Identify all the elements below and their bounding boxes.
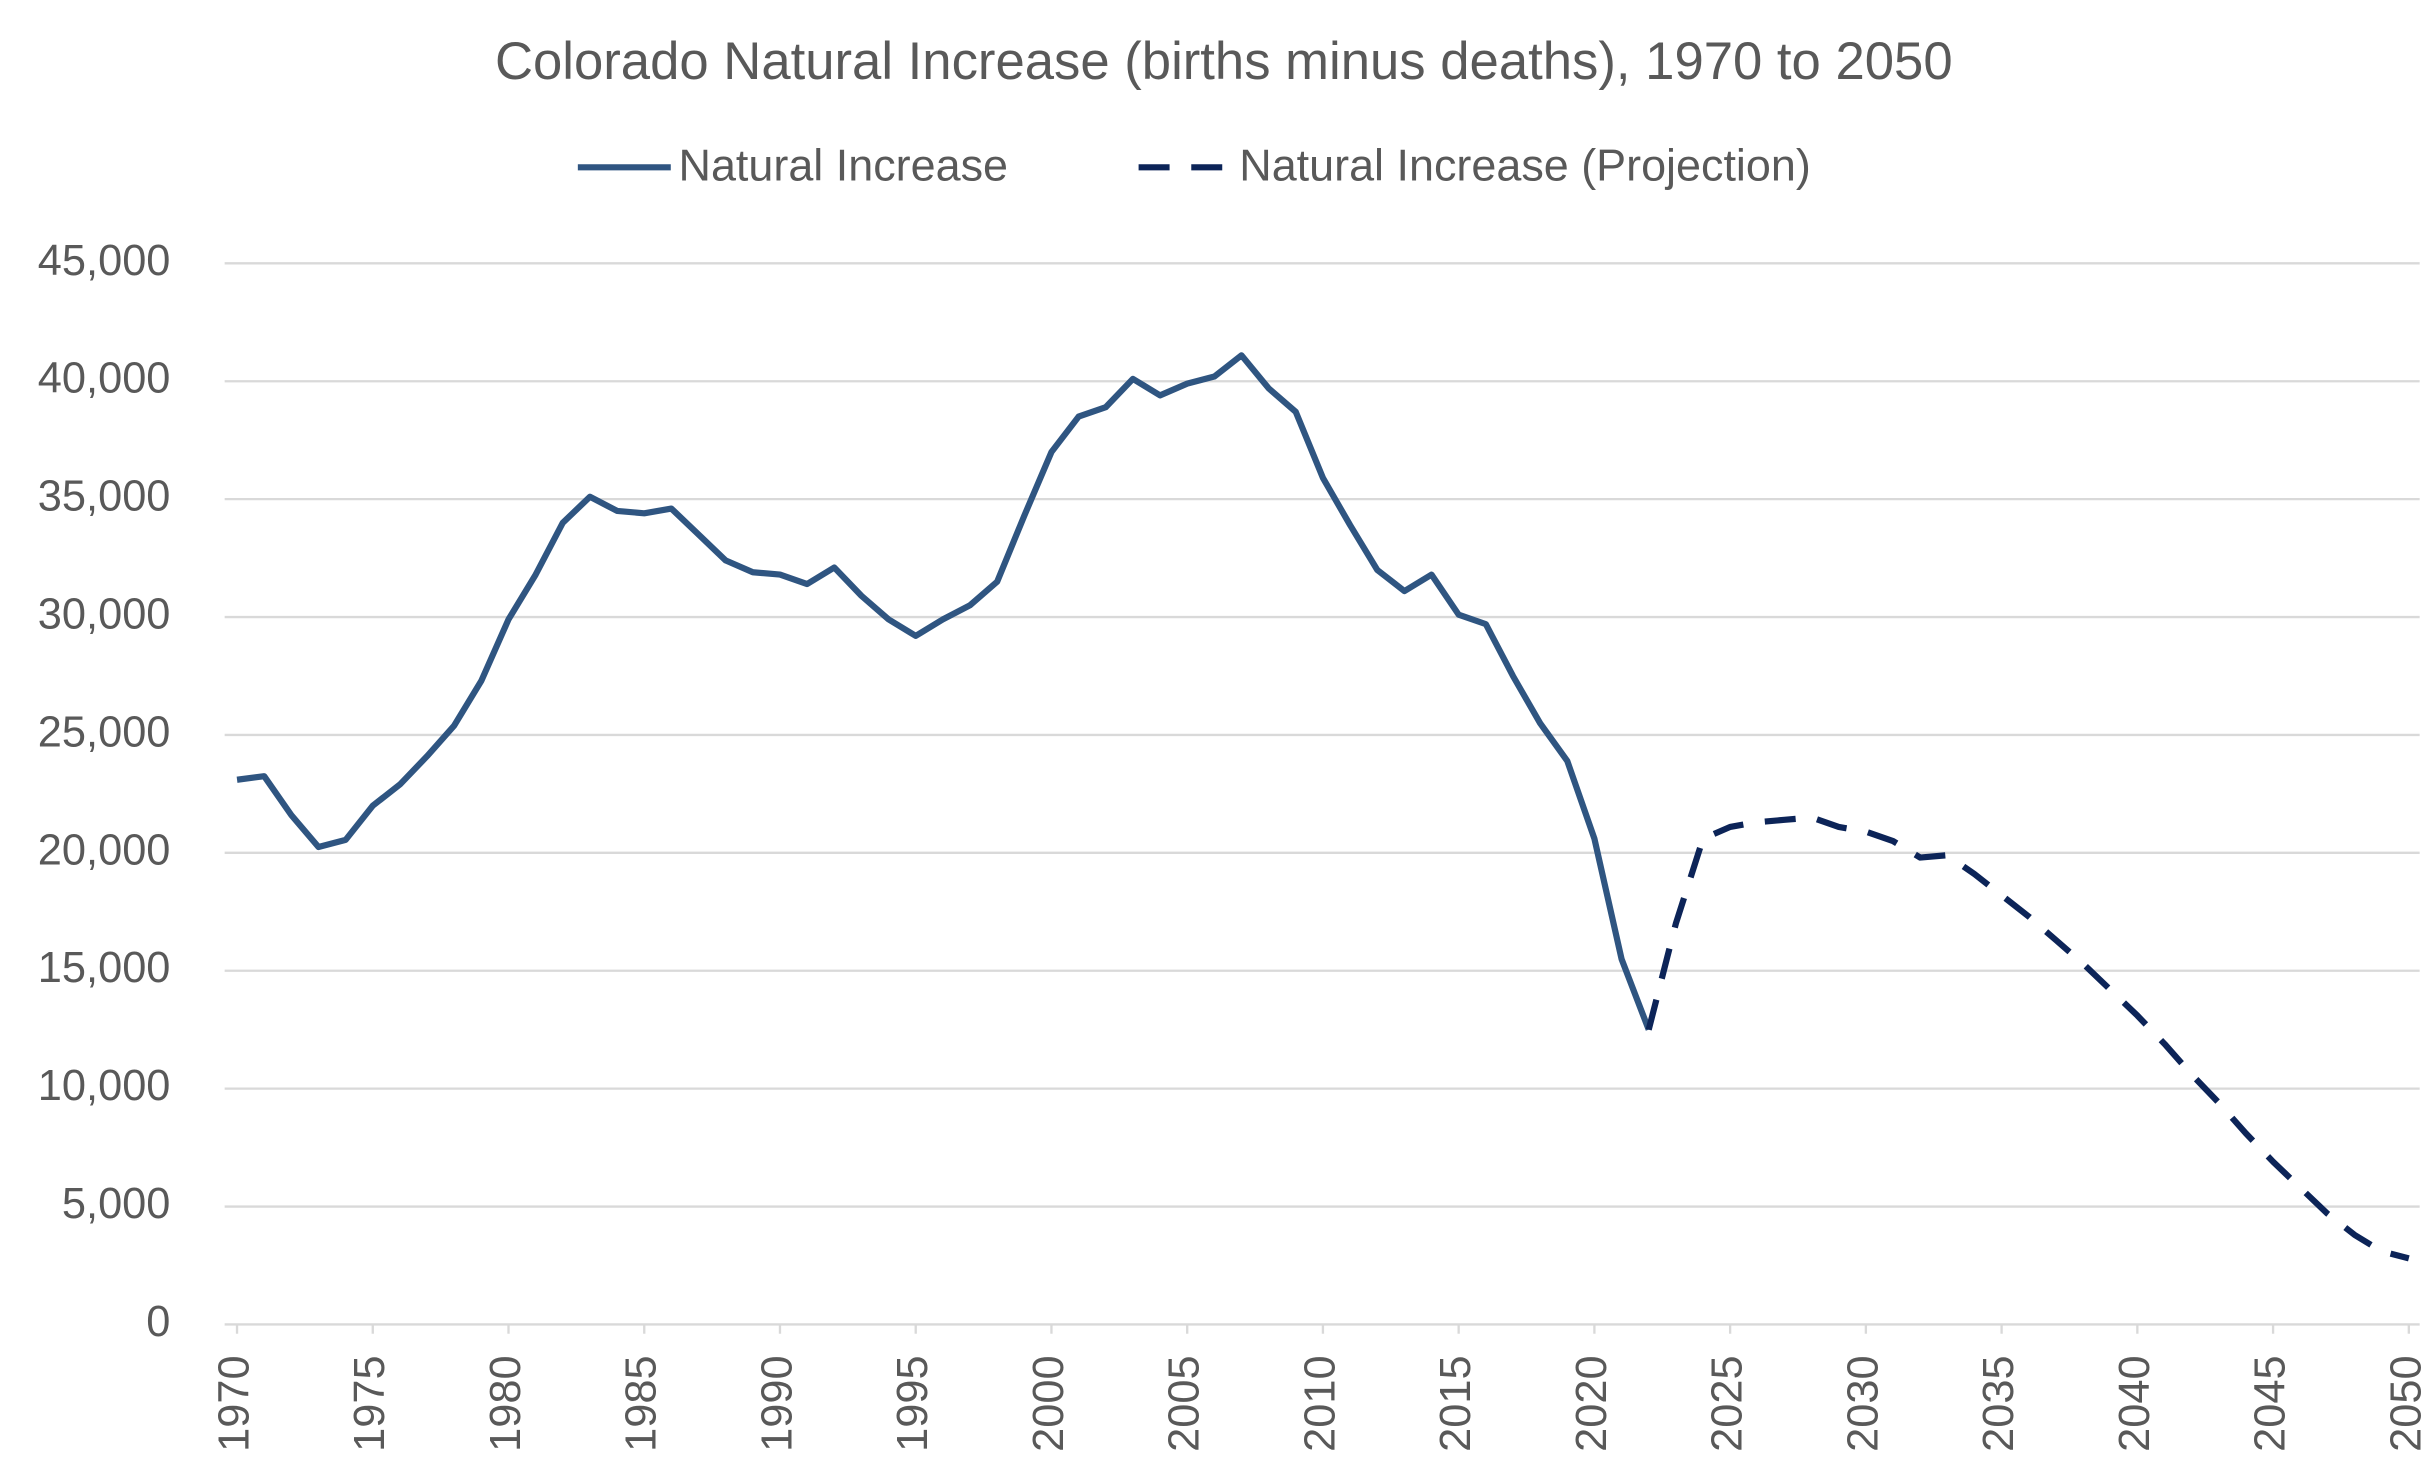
x-tick-label: 2025 [1704,1355,1752,1451]
x-tick-label: 1995 [889,1355,937,1451]
x-tick-label: 2000 [1025,1355,1073,1451]
chart-title: Colorado Natural Increase (births minus … [495,32,1953,91]
x-tick-label: 2040 [2111,1355,2159,1451]
x-tick-label: 2035 [1975,1355,2023,1451]
x-tick-label: 2005 [1161,1355,1209,1451]
x-tick-label: 2010 [1296,1355,1344,1451]
y-tick-label: 40,000 [38,355,171,403]
x-tick-label: 2030 [1839,1355,1887,1451]
x-tick-label: 1990 [753,1355,801,1451]
legend-label: Natural Increase (Projection) [1239,140,1811,191]
y-tick-label: 45,000 [38,237,171,285]
y-tick-label: 0 [146,1298,170,1346]
x-tick-label: 2045 [2247,1355,2295,1451]
y-tick-label: 25,000 [38,708,171,756]
y-tick-label: 30,000 [38,590,171,638]
x-tick-label: 2020 [1568,1355,1616,1451]
x-tick-label: 1985 [618,1355,666,1451]
series-line [236,352,1652,1031]
series-line [1645,814,2410,1262]
y-tick-label: 10,000 [38,1062,171,1110]
x-tick-label: 1970 [210,1355,258,1451]
x-tick-label: 2015 [1432,1355,1480,1451]
legend-label: Natural Increase [679,140,1008,191]
x-tick-label: 2050 [2382,1355,2429,1451]
x-tick-label: 1980 [482,1355,530,1451]
y-tick-label: 35,000 [38,473,171,521]
y-tick-label: 15,000 [38,944,171,992]
x-tick-label: 1975 [346,1355,394,1451]
y-tick-label: 5,000 [62,1180,171,1228]
y-tick-label: 20,000 [38,826,171,874]
